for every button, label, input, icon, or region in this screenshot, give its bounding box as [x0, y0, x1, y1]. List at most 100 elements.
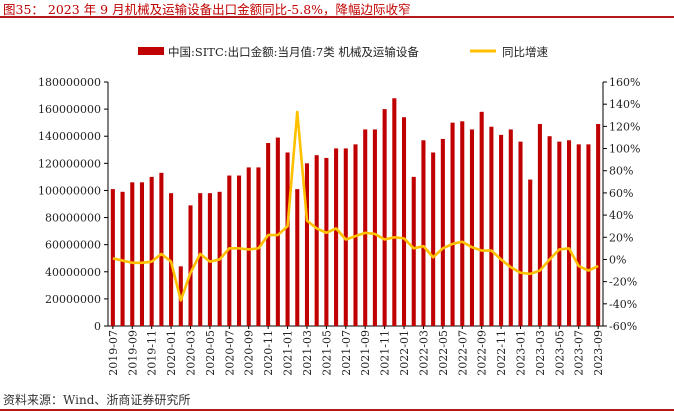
x-tick-label: 2020-07 — [223, 330, 236, 376]
bar — [304, 163, 310, 326]
bar — [159, 172, 164, 326]
y-tick-label: 180000000 — [38, 76, 101, 89]
bar — [227, 175, 232, 326]
bar — [130, 182, 135, 326]
chart: 中国:SITC:出口金额:当月值:7类 机械及运输设备 同比增速 0 200000… — [38, 45, 640, 376]
legend-line-label: 同比增速 — [502, 45, 548, 59]
bar — [460, 121, 465, 326]
y2-tick-label: -20% — [609, 276, 637, 289]
top-rule — [0, 16, 674, 18]
source-note: 资料来源：Wind、浙商证券研究所 — [3, 393, 191, 407]
y2-tick-label: 100% — [609, 143, 640, 156]
bar — [596, 124, 601, 327]
bar — [372, 129, 377, 326]
y-axis-ticks: 0 20000000 40000000 60000000 80000000 1000000… — [38, 76, 108, 333]
x-tick-label: 2022-01 — [398, 330, 411, 376]
bar — [198, 193, 203, 326]
y-tick-label: 80000000 — [45, 212, 101, 225]
bar — [382, 109, 387, 326]
bar — [411, 176, 416, 326]
bar — [246, 167, 251, 326]
bar — [207, 193, 212, 326]
x-tick-label: 2019-11 — [146, 330, 159, 376]
bar — [450, 122, 455, 327]
x-tick-label: 2021-01 — [282, 330, 295, 376]
bar — [314, 155, 319, 326]
bar — [236, 175, 242, 326]
bar — [139, 182, 145, 326]
y2-axis-ticks: -60% -40% -20% 0% 20% 40% 60% 80% 100% 120% 140% 16… — [603, 76, 640, 333]
bar — [469, 129, 475, 326]
bar — [275, 137, 280, 326]
x-tick-label: 2020-03 — [185, 330, 198, 376]
bar — [431, 152, 436, 326]
y-tick-label: 20000000 — [45, 293, 101, 306]
bar — [586, 144, 591, 326]
x-tick-label: 2020-01 — [165, 330, 178, 376]
y-tick-label: 100000000 — [38, 184, 101, 197]
x-tick-label: 2021-09 — [359, 330, 372, 376]
bar — [334, 148, 339, 326]
x-tick-label: 2023-03 — [534, 330, 547, 376]
y2-tick-label: 0% — [609, 253, 626, 266]
y2-tick-label: 20% — [609, 231, 633, 244]
bar — [120, 191, 125, 326]
y2-tick-label: 120% — [609, 120, 640, 133]
bar — [557, 141, 562, 326]
y-tick-label: 40000000 — [45, 266, 101, 279]
y2-tick-label: 60% — [609, 187, 633, 200]
bar — [110, 189, 115, 326]
bar — [343, 148, 348, 326]
bar — [440, 138, 445, 326]
bar — [401, 117, 407, 326]
x-tick-label: 2021-07 — [340, 330, 353, 376]
x-tick-label: 2022-11 — [495, 330, 508, 376]
y2-tick-label: 140% — [609, 98, 640, 111]
x-tick-label: 2022-09 — [476, 330, 489, 376]
bar — [537, 124, 542, 327]
x-tick-label: 2023-07 — [573, 330, 586, 376]
x-tick-label: 2019-07 — [107, 330, 120, 376]
x-tick-label: 2023-09 — [592, 330, 605, 376]
x-tick-label: 2021-03 — [301, 330, 314, 376]
x-tick-label: 2022-07 — [456, 330, 469, 376]
bar — [566, 140, 572, 326]
x-tick-label: 2023-05 — [553, 330, 566, 376]
y2-tick-label: 40% — [609, 209, 633, 222]
bottom-rule — [0, 409, 674, 411]
bar — [576, 144, 581, 326]
bar — [508, 129, 513, 326]
bar — [518, 141, 523, 326]
x-tick-label: 2021-11 — [379, 330, 392, 376]
line-series — [112, 110, 599, 302]
x-tick-label: 2022-03 — [417, 330, 430, 376]
y2-tick-label: 80% — [609, 165, 633, 178]
bar — [324, 157, 329, 326]
y-tick-label: 60000000 — [45, 239, 101, 252]
y2-tick-label: -40% — [609, 298, 637, 311]
y-tick-label: 120000000 — [38, 157, 101, 170]
x-tick-label: 2021-05 — [320, 330, 333, 376]
bar — [421, 140, 426, 326]
legend-bar-label: 中国:SITC:出口金额:当月值:7类 机械及运输设备 — [168, 45, 419, 59]
y-tick-label: 160000000 — [38, 103, 101, 116]
x-tick-label: 2022-05 — [437, 330, 450, 376]
bar — [499, 134, 504, 326]
y2-tick-label: -60% — [609, 320, 637, 333]
legend-bar-swatch — [138, 47, 164, 55]
x-axis-ticks: 2019-07 2019-09 2019-11 2020-01 2020-03 2020-… — [107, 326, 605, 376]
y-tick-label: 0 — [94, 320, 101, 333]
bar — [363, 129, 368, 326]
bar — [392, 98, 397, 327]
x-tick-label: 2020-09 — [243, 330, 256, 376]
bar — [285, 152, 290, 326]
y2-tick-label: 160% — [609, 76, 640, 89]
x-tick-label: 2023-01 — [515, 330, 528, 376]
bar — [547, 136, 552, 326]
x-tick-label: 2020-05 — [204, 330, 217, 376]
y-tick-label: 140000000 — [38, 130, 101, 143]
bar — [528, 179, 533, 326]
bar — [188, 205, 193, 326]
legend: 中国:SITC:出口金额:当月值:7类 机械及运输设备 同比增速 — [138, 45, 548, 59]
bar — [149, 176, 154, 326]
